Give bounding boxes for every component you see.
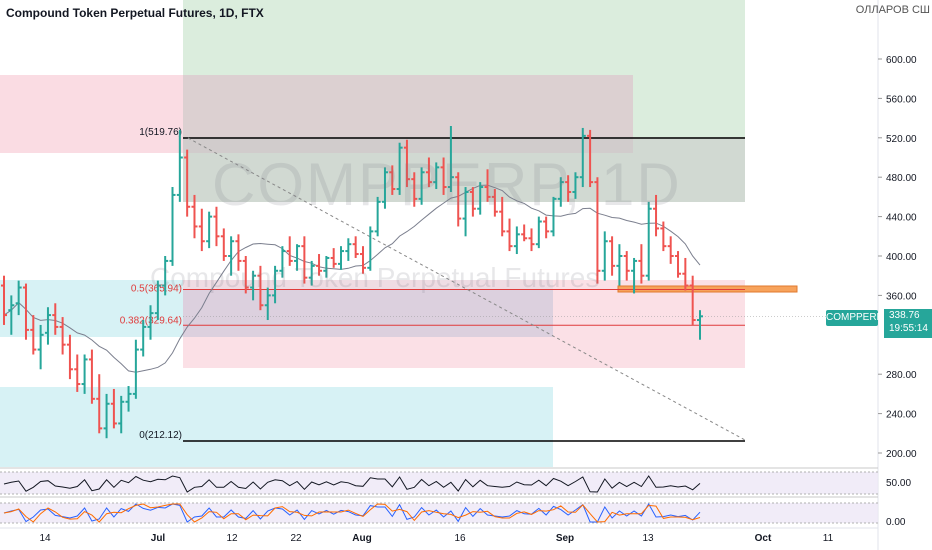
stoch-d-line [3,503,701,523]
time-axis-label: Oct [755,533,772,544]
price-tick-label: 600.00 [886,55,917,66]
price-tick-label: 520.00 [886,134,917,145]
price-axis-layer: 600.00 560.00 520.00 480.00 440.00 400.00 360.… [877,0,932,550]
symbol-tag: COMPPERP [826,310,883,326]
time-axis-label: 14 [39,533,51,544]
last-price-value: 338.76 [889,310,920,321]
stoch-k-line [3,503,701,523]
orange-box [617,285,798,293]
currency-label[interactable]: ОЛЛАРОВ СШ [855,4,930,16]
price-tick-label: 480.00 [886,173,917,184]
moving-average-layer [3,184,701,373]
time-axis-label: 22 [290,533,302,544]
chart-title: Compound Token Perpetual Futures, 1D, FT… [6,6,264,20]
trend-line-dashed [187,137,746,441]
indicator-tick-50: 50.00 [886,478,911,489]
candles-layer [1,125,703,439]
indicators-layer: 50.00 0.00 [0,467,911,528]
price-tick-label: 400.00 [886,252,917,263]
cyan-zone-bottom [0,387,553,467]
fib-label-0: 0(212.12) [139,430,182,441]
time-axis-label: 13 [642,533,654,544]
indicator-band-1 [0,472,878,494]
indicator-tick-0: 0.00 [886,517,906,528]
last-price-tag: 338.76 19:55:14 [884,309,932,338]
fib-label-1: 1(519.76) [139,127,182,138]
price-tick-label: 200.00 [886,449,917,460]
moving-average-line [3,184,701,373]
countdown-value: 19:55:14 [889,323,928,334]
time-axis-label: 16 [454,533,466,544]
rsi-line [3,475,701,493]
time-axis-label: Aug [352,533,371,544]
purple-zone-overlap [183,290,553,337]
time-axis-label: 11 [823,533,834,544]
green-zone-top [183,0,745,57]
price-tick-label: 360.00 [886,291,917,302]
gray-zone [183,137,745,202]
zones-layer [0,0,798,467]
time-axis-label: Jul [151,533,166,544]
price-tick-label: 280.00 [886,370,917,381]
time-axis-label: 12 [226,533,238,544]
price-tick-label: 440.00 [886,213,917,224]
fib-label-05: 0.5(365.94) [131,284,182,295]
time-axis-layer: 14 Jul 12 22 Aug 16 Sep 13 Oct 11 [0,527,878,544]
price-axis-bg [878,0,932,550]
time-axis-label: Sep [556,533,574,544]
price-tick-label: 560.00 [886,94,917,105]
price-tick-label: 240.00 [886,410,917,421]
